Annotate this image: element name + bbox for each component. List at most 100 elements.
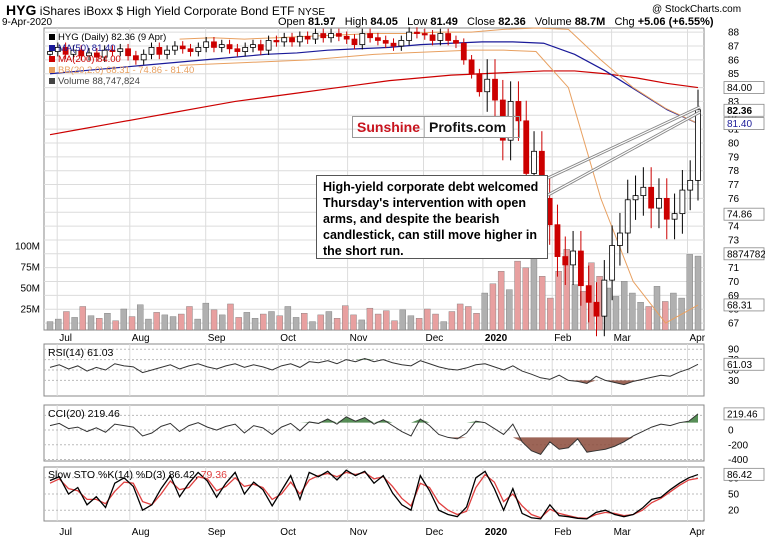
candle-body [554, 224, 561, 257]
x-axis-label-bottom-feb: Feb [554, 527, 572, 538]
legend-ma200-swatch [49, 56, 55, 62]
candle-body [382, 40, 389, 44]
cci-title: CCI(20) 219.46 [48, 408, 120, 420]
candle-body [656, 197, 662, 209]
volume-bar [178, 313, 185, 331]
candle-body [335, 33, 342, 37]
price-axis-label: 85 [728, 69, 740, 80]
x-axis-label-bottom-apr: Apr [690, 527, 706, 538]
volume-bar [55, 318, 62, 331]
volume-bar [629, 292, 636, 331]
volume-bar [251, 318, 259, 331]
price-tags: 84.00 82.36 81.40 74.86 8874782 68.31 61.03 219… [723, 81, 765, 481]
candle-body [156, 46, 163, 55]
volume-bar [227, 303, 234, 331]
volume-bar [235, 317, 242, 331]
annotation-box: High-yield corporate debt welcomed Thurs… [316, 175, 548, 259]
candle-body [609, 245, 616, 281]
candle-body [367, 33, 373, 39]
low-value: 81.49 [430, 16, 458, 28]
candle-body [218, 44, 225, 48]
high-value: 84.05 [370, 16, 398, 28]
price-axis-label: 87 [728, 42, 740, 53]
rsi-value-label: 61.03 [727, 360, 752, 371]
volume-bar [128, 316, 136, 331]
candle-body [406, 31, 413, 41]
legend-volume-swatch [49, 78, 55, 84]
x-axis-label-jul: Jul [59, 333, 72, 344]
price-axis-label: 70 [728, 277, 740, 288]
volume-bar [79, 306, 87, 331]
candle-body [86, 52, 92, 57]
candle-body [562, 256, 569, 266]
open-value: 81.97 [307, 16, 336, 28]
candle-body [343, 35, 350, 40]
candle-body [234, 48, 241, 52]
candle-body [593, 301, 600, 317]
volume-bar [456, 303, 464, 331]
volume-bar [481, 292, 488, 331]
candle-body [476, 73, 483, 93]
bb-upper-line [179, 27, 699, 125]
x-axis-label-bottom-aug: Aug [132, 527, 150, 538]
volume-bar [473, 313, 480, 331]
volume-bar [301, 313, 308, 331]
rsi-axis-label: 90 [728, 345, 740, 356]
volume-bars [46, 249, 702, 331]
volume-bar [317, 314, 324, 331]
candle-body [140, 53, 147, 61]
volume-bar [350, 314, 357, 331]
x-axis-label-nov: Nov [350, 333, 368, 344]
price-candles [47, 27, 701, 337]
bb-lower-line [179, 49, 699, 324]
candle-body [523, 120, 530, 174]
volume-bar [497, 271, 505, 331]
price-tag-label: 84.00 [727, 83, 752, 94]
volume-bar [219, 314, 226, 331]
volume-bar [260, 313, 267, 331]
candle-body [679, 189, 686, 215]
sto-axis-label: 20 [728, 506, 740, 517]
candle-body [492, 78, 498, 101]
cci-value-tag [723, 407, 765, 421]
legend-ma50-swatch [49, 45, 55, 51]
open-label: Open [278, 16, 305, 28]
volume-bar [276, 315, 283, 331]
candle-body [624, 199, 631, 234]
candle-body [531, 150, 537, 174]
candle-body [632, 195, 639, 201]
volume-bar [202, 302, 210, 331]
volume-bar [555, 271, 562, 331]
chg-value: +5.06 (+6.55%) [637, 16, 714, 28]
volume-bar [71, 317, 78, 331]
volume-bar [358, 319, 365, 331]
candle-body [687, 179, 694, 191]
candle-body [62, 46, 69, 55]
rsi-oversold-fill [50, 380, 698, 385]
candle-body [172, 45, 178, 51]
volume-bar [489, 283, 497, 331]
candle-body [671, 213, 678, 220]
cci-axis-label: 0 [728, 426, 734, 437]
price-axis-label: 67 [728, 319, 740, 330]
price-axis-label: 71 [728, 263, 740, 274]
volume-bar [653, 286, 661, 331]
volume-bar [448, 311, 456, 331]
candle-body [54, 46, 61, 52]
candle-body [515, 101, 522, 122]
indicator-lines [49, 27, 699, 520]
chart-header-title: HYG iShares iBoxx $ High Yield Corporate… [6, 2, 325, 18]
ma200-line [49, 70, 699, 136]
price-axis-label: 88 [728, 28, 740, 39]
volume-bar [432, 313, 439, 331]
volume-bar [325, 311, 333, 331]
x-axis-label-apr: Apr [690, 333, 706, 344]
candle-body [187, 48, 194, 52]
sto-axis-label: 50 [728, 490, 740, 501]
candle-body [375, 37, 381, 41]
logo-part2: Profits.com [424, 117, 511, 137]
volume-bar [424, 308, 431, 331]
candle-body [484, 78, 491, 93]
legend-bb: BB(20,2.0) 68.31 - 74.86 - 81.40 [58, 65, 194, 76]
candle-body [577, 250, 584, 287]
